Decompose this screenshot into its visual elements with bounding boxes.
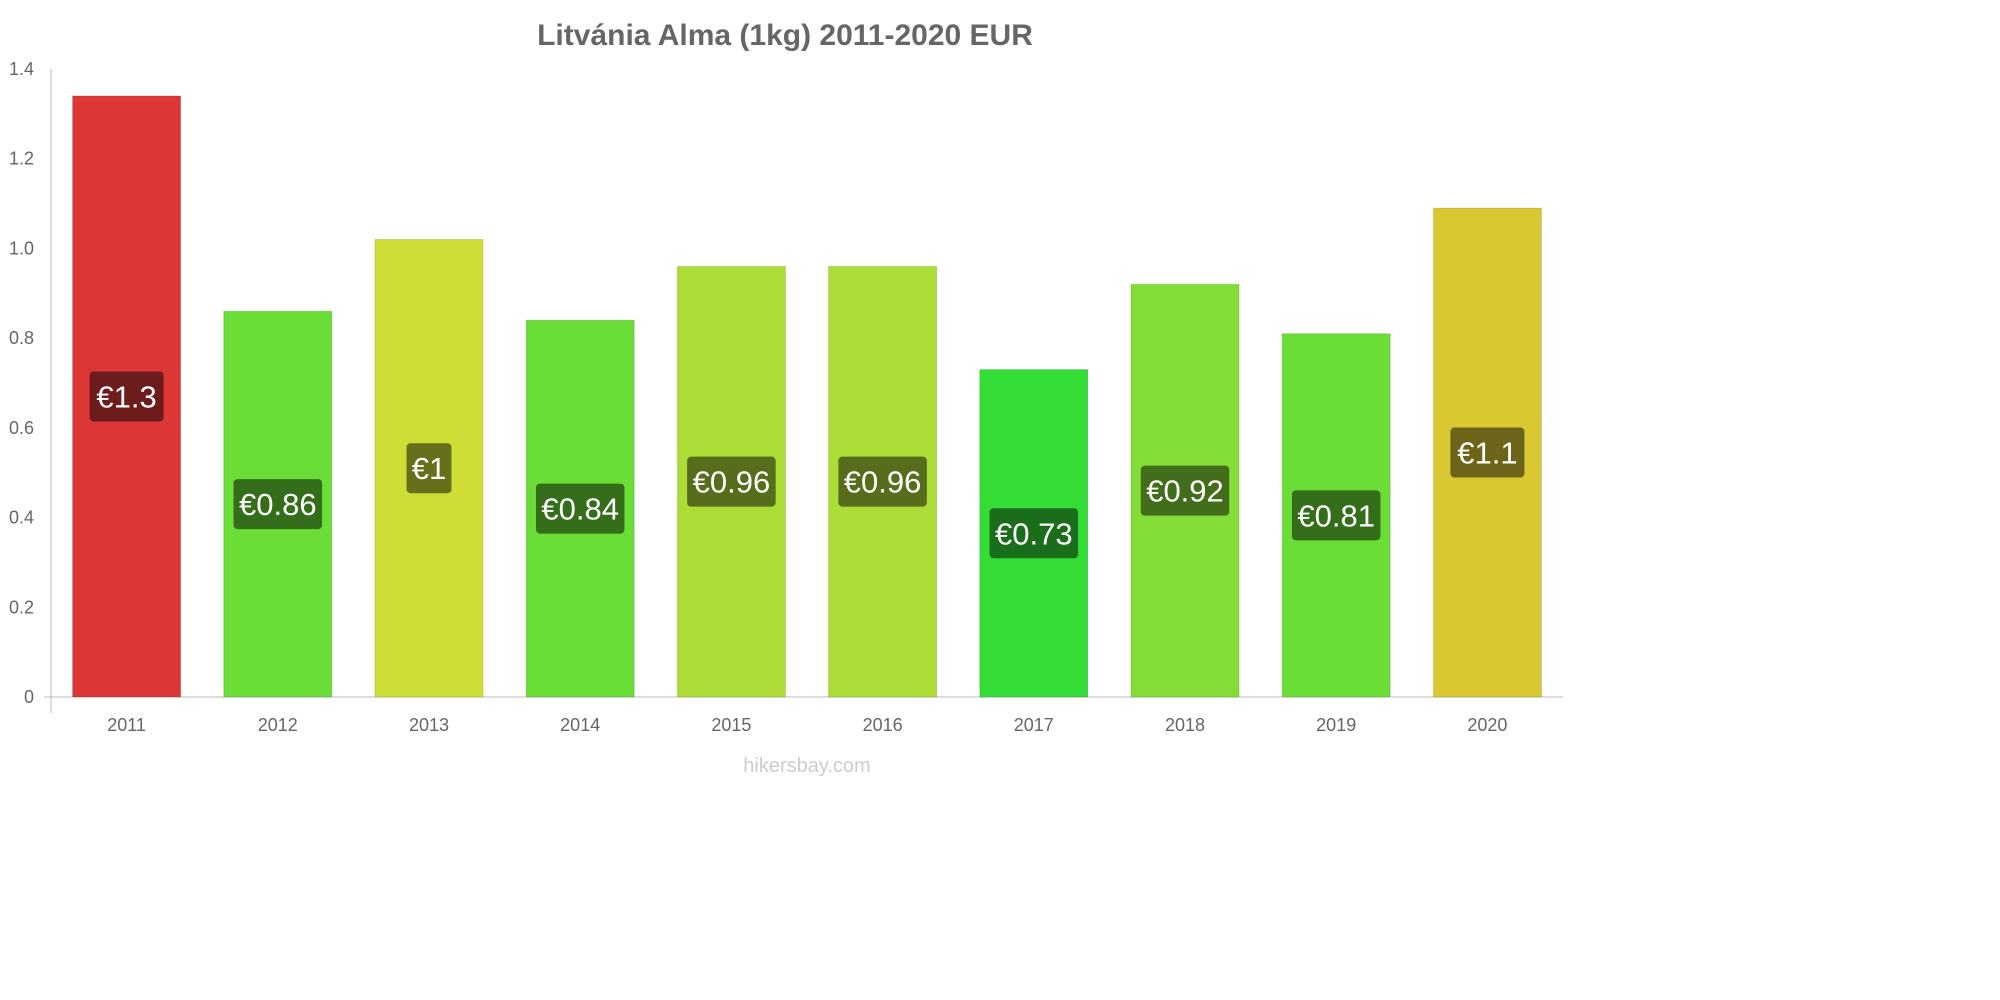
data-label-box — [89, 371, 164, 422]
x-tick-label: 2011 — [107, 715, 146, 735]
data-label-box — [1450, 427, 1525, 478]
data-label-box — [1291, 490, 1381, 541]
data-label: €1.3 — [96, 379, 156, 414]
y-tick-label: 0 — [24, 687, 34, 707]
chart-title: Litvánia Alma (1kg) 2011-2020 EUR — [537, 19, 1033, 52]
x-tick-label: 2018 — [1165, 715, 1205, 735]
data-labels: €1.3 €0.86 €1 €0.84 €0.96 €0.96 €0.73 €0.92 €0.8… — [89, 371, 1525, 559]
x-tick-label: 2017 — [1014, 715, 1054, 735]
y-tick-label: 1.4 — [9, 59, 34, 79]
data-label-box — [233, 479, 323, 530]
data-label-box — [687, 456, 776, 507]
data-label-box — [838, 456, 927, 507]
data-label-box — [406, 443, 452, 494]
x-tick-label: 2012 — [258, 715, 298, 735]
data-label: €1.1 — [1457, 436, 1517, 471]
data-label: €0.84 — [541, 492, 619, 527]
data-label: €0.81 — [1297, 498, 1375, 533]
data-label: €0.86 — [239, 487, 317, 522]
y-tick-label: 0.2 — [9, 597, 34, 617]
data-label: €0.92 — [1146, 474, 1224, 509]
data-label-box — [1140, 465, 1230, 516]
x-tick-label: 2014 — [560, 715, 600, 735]
watermark: hikersbay.com — [743, 755, 870, 777]
data-label-box — [535, 483, 625, 534]
x-axis: 2011 2012 2013 2014 2015 2016 2017 2018 2019 2020 — [44, 696, 1563, 735]
bars — [72, 95, 1542, 698]
x-tick-label: 2013 — [409, 715, 449, 735]
data-label: €0.96 — [844, 465, 922, 500]
x-tick-label: 2020 — [1467, 715, 1507, 735]
data-label-box — [989, 508, 1079, 559]
y-tick-label: 1.0 — [9, 238, 34, 258]
data-label: €1 — [412, 451, 446, 486]
data-label: €0.73 — [995, 516, 1073, 551]
y-tick-label: 0.8 — [9, 328, 34, 348]
x-tick-label: 2016 — [863, 715, 903, 735]
bar-chart: Litvánia Alma (1kg) 2011-2020 EUR 0 0.2 0.… — [9, 19, 1563, 777]
data-label: €0.96 — [693, 465, 771, 500]
y-tick-label: 1.2 — [9, 149, 34, 169]
y-tick-label: 0.4 — [9, 508, 34, 528]
x-tick-label: 2019 — [1316, 715, 1356, 735]
y-axis: 0 0.2 0.4 0.6 0.8 1.0 1.2 1.4 — [9, 59, 52, 713]
y-tick-label: 0.6 — [9, 418, 34, 438]
x-tick-label: 2015 — [711, 715, 751, 735]
